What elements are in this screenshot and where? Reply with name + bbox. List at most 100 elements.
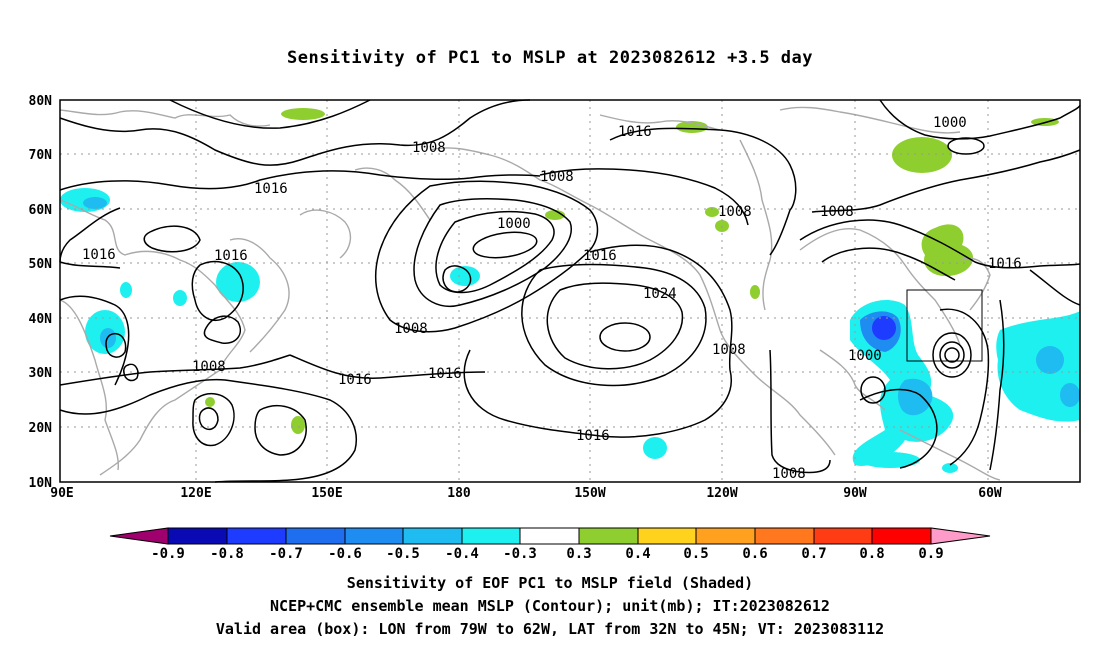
isobar-label: 1000 [497,216,531,232]
lon-tick-label: 90W [843,486,867,501]
neg-patch [898,378,933,416]
neg-patch [942,463,958,473]
neg-patch [860,452,920,468]
colorbar-cell [637,527,697,545]
neg-patch [1036,346,1064,374]
valid-area-box [906,289,983,362]
gridlines [60,100,1080,482]
pos-patch [205,397,215,407]
colorbar-label: -0.4 [445,546,479,562]
mslp-contours [59,99,1081,483]
isobar-label: 1008 [772,466,806,482]
map-frame [59,99,1081,483]
isobar-label: 1016 [583,248,617,264]
colorbar-label: 0.3 [566,546,591,562]
neg-patch [216,262,260,302]
colorbar-cell [813,527,873,545]
colorbar-labels: -0.9 -0.8 -0.7 -0.6 -0.5 -0.4 -0.3 0.3 0… [151,546,944,562]
isobar-label: 1016 [214,248,248,264]
colorbar-label: -0.3 [503,546,537,562]
isobar-labels: 1008 1016 1000 1008 1016 1008 1016 1008 … [82,115,1022,482]
isobar-label: 1016 [338,372,372,388]
colorbar [109,527,991,545]
neg-patch [1060,383,1080,407]
lat-tick-label: 50N [29,257,53,272]
lat-tick-label: 80N [29,94,53,109]
lon-tick-label: 150W [574,486,605,501]
colorbar-cell [167,527,228,545]
lat-tick-label: 10N [29,476,53,491]
chart-title: Sensitivity of PC1 to MSLP at 2023082612… [286,48,813,68]
colorbar-label: -0.6 [328,546,362,562]
colorbar-label: 0.4 [625,546,650,562]
neg-patch [450,266,480,286]
colorbar-low-arrow [109,527,169,545]
isobar-label: 1016 [428,366,462,382]
lon-tick-label: 120W [706,486,737,501]
colorbar-cell [519,527,580,545]
isobar-label: 1024 [643,286,677,302]
pos-patch [892,137,952,173]
colorbar-label: -0.9 [151,546,185,562]
neg-patch [872,316,896,340]
colorbar-label: 0.7 [801,546,826,562]
shaded-regions [60,108,1080,473]
colorbar-label: 0.9 [918,546,943,562]
isobar-label: 1008 [712,342,746,358]
isobar-label: 1008 [718,204,752,220]
lat-axis: 80N 70N 60N 50N 40N 30N 20N 10N [29,94,53,491]
neg-patch [83,197,107,209]
colorbar-label: 0.5 [683,546,708,562]
lat-tick-label: 40N [29,312,53,327]
isobar-label: 1008 [394,321,428,337]
pos-patch [921,224,974,277]
isobar-label: 1008 [192,359,226,375]
colorbar-label: 0.8 [859,546,884,562]
caption-line-1: Sensitivity of EOF PC1 to MSLP field (Sh… [346,574,754,592]
pos-patch [705,207,719,217]
isobar-label: 1000 [933,115,967,131]
pos-patch [281,108,325,120]
isobar-label: 1016 [254,181,288,197]
caption-line-2: NCEP+CMC ensemble mean MSLP (Contour); u… [270,597,830,615]
isobar-label: 1016 [988,256,1022,272]
isobar-label: 1016 [82,247,116,263]
lon-tick-label: 180 [447,486,471,501]
lat-tick-label: 20N [29,421,53,436]
pos-patch [291,416,305,434]
isobar-label: 1008 [540,169,574,185]
colorbar-cell [695,527,756,545]
pos-patch [545,210,565,220]
isobar-label: 1016 [576,428,610,444]
colorbar-cell [402,527,463,545]
lon-tick-label: 150E [311,486,342,501]
colorbar-cell [871,527,932,545]
colorbar-label: -0.5 [386,546,420,562]
colorbar-high-arrow [930,527,991,545]
lat-tick-label: 60N [29,203,53,218]
colorbar-label: -0.8 [210,546,244,562]
isobar-label: 1008 [820,204,854,220]
lon-axis: 90E 120E 150E 180 150W 120W 90W 60W [50,486,1002,501]
colorbar-label: 0.6 [742,546,767,562]
lon-tick-label: 60W [978,486,1002,501]
colorbar-cell [578,527,639,545]
lon-tick-label: 120E [180,486,211,501]
lon-tick-label: 90E [50,486,73,501]
pos-patch [750,285,760,299]
neg-patch [173,290,187,306]
colorbar-cell [754,527,815,545]
isobar-label: 1000 [848,348,882,364]
neg-patch [643,437,667,459]
isobar-label: 1016 [618,124,652,140]
caption-line-3: Valid area (box): LON from 79W to 62W, L… [215,620,885,638]
colorbar-cell [285,527,346,545]
colorbar-cell [226,527,287,545]
colorbar-cell [344,527,404,545]
colorbar-cell [461,527,521,545]
colorbar-label: -0.7 [269,546,303,562]
lat-tick-label: 70N [29,148,53,163]
lat-tick-label: 30N [29,366,53,381]
pos-patch [676,121,708,133]
